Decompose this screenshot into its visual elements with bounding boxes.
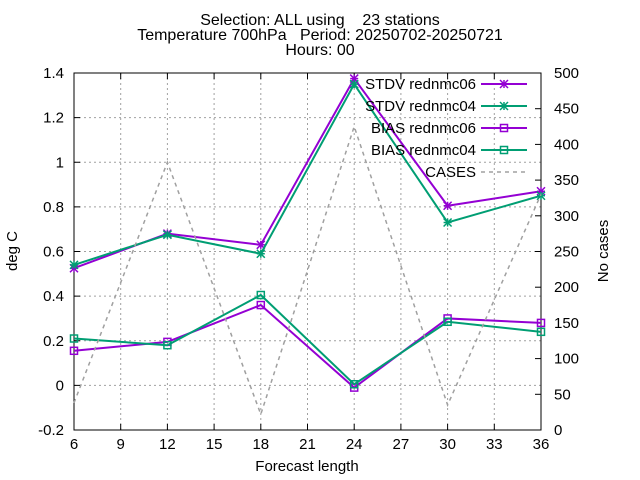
x-tick-label: 24 <box>346 436 363 453</box>
legend-entry: STDV rednmc04 <box>365 98 527 115</box>
x-tick-label: 27 <box>393 436 410 453</box>
series-4 <box>73 124 542 417</box>
chart-title-line-1: Selection: ALL using 23 stations <box>200 12 440 29</box>
data-point <box>256 290 266 300</box>
legend-marker <box>499 145 509 155</box>
axes: 6 9 12 15 18 21 24 27 30 33 36 -0.2 0 0.2 0.4 0.6 0.8 1 1.… <box>38 65 579 453</box>
x-tick-label: 21 <box>299 436 316 453</box>
x-tick-label: 9 <box>117 436 125 453</box>
legend-label: CASES <box>425 164 476 181</box>
y-axis-label: deg C <box>4 231 21 271</box>
data-point <box>536 318 546 328</box>
y-tick-label: 0.4 <box>43 288 64 305</box>
y-tick-label: 1 <box>56 154 64 171</box>
x-tick-label: 33 <box>486 436 503 453</box>
series-line <box>73 82 542 266</box>
y2-tick-label: 0 <box>554 422 562 439</box>
x-axis-label: Forecast length <box>255 458 358 475</box>
y-tick-label: 0.8 <box>43 199 64 216</box>
data-point <box>536 327 546 337</box>
legend: STDV rednmc06 STDV rednmc04 BIAS rednmc06 B… <box>365 76 527 181</box>
y2-tick-label: 200 <box>554 279 579 296</box>
y-tick-label: -0.2 <box>38 422 64 439</box>
x-tick-label: 36 <box>533 436 550 453</box>
x-tick-label: 30 <box>439 436 456 453</box>
x-tick-label: 12 <box>159 436 176 453</box>
chart-title-line-2: Temperature 700hPa Period: 20250702-2025… <box>137 27 503 44</box>
y2-axis-label: No cases <box>595 220 612 283</box>
y-tick-label: 0 <box>56 377 64 394</box>
legend-label: BIAS rednmc04 <box>371 142 476 159</box>
y2-tick-label: 100 <box>554 351 579 368</box>
x-tick-label: 6 <box>70 436 78 453</box>
y2-tick-label: 450 <box>554 101 579 118</box>
y2-tick-label: 400 <box>554 136 579 153</box>
legend-entry: BIAS rednmc04 <box>371 142 527 159</box>
series-line <box>73 124 542 417</box>
series-line <box>73 303 542 389</box>
data-point <box>443 317 452 327</box>
legend-marker <box>499 123 509 133</box>
y2-tick-label: 500 <box>554 65 579 82</box>
y2-tick-label: 300 <box>554 208 579 225</box>
legend-label: STDV rednmc04 <box>365 98 476 115</box>
y2-tick-label: 350 <box>554 172 579 189</box>
series-line <box>73 293 542 386</box>
y-tick-label: 0.6 <box>43 244 64 261</box>
legend-entry: STDV rednmc06 <box>365 76 527 93</box>
y2-tick-label: 250 <box>554 244 579 261</box>
y2-tick-label: 50 <box>554 386 571 403</box>
x-tick-label: 15 <box>206 436 223 453</box>
y2-tick-label: 150 <box>554 315 579 332</box>
data-point <box>69 346 79 356</box>
legend-entry: BIAS rednmc06 <box>371 120 527 137</box>
legend-label: BIAS rednmc06 <box>371 120 476 137</box>
y-tick-label: 1.2 <box>43 110 64 127</box>
data-point <box>349 380 359 389</box>
y-tick-label: 1.4 <box>43 65 64 82</box>
chart-title-line-3: Hours: 00 <box>285 42 355 59</box>
y-tick-label: 0.2 <box>43 333 64 350</box>
series-layer <box>69 74 546 417</box>
x-tick-label: 18 <box>252 436 269 453</box>
data-point <box>163 340 172 350</box>
legend-label: STDV rednmc06 <box>365 76 476 93</box>
data-point <box>69 334 79 343</box>
series-1 <box>69 79 546 270</box>
series-3 <box>69 290 546 389</box>
data-point <box>256 300 266 310</box>
legend-entry: CASES <box>425 164 527 181</box>
